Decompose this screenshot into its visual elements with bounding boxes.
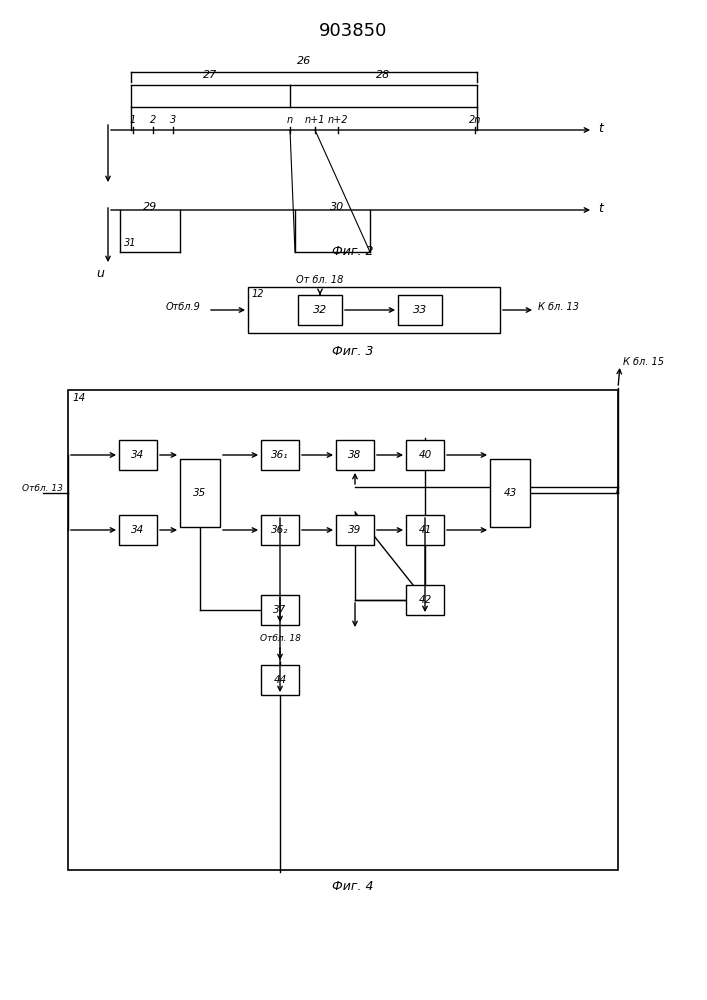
Text: t: t xyxy=(598,121,603,134)
Bar xyxy=(336,440,374,470)
Bar xyxy=(261,595,299,625)
Bar xyxy=(119,440,157,470)
Bar xyxy=(406,515,444,545)
Text: t: t xyxy=(598,202,603,215)
Text: 39: 39 xyxy=(349,525,361,535)
Text: От бл. 18: От бл. 18 xyxy=(296,275,344,285)
Text: 36₂: 36₂ xyxy=(271,525,288,535)
Text: 27: 27 xyxy=(204,70,218,80)
Text: 43: 43 xyxy=(503,488,517,497)
Text: n+1: n+1 xyxy=(305,115,325,125)
Text: 28: 28 xyxy=(376,70,391,80)
Text: 36₁: 36₁ xyxy=(271,450,288,460)
Text: Фиг. 2: Фиг. 2 xyxy=(332,245,374,258)
Text: 41: 41 xyxy=(419,525,432,535)
Text: 44: 44 xyxy=(274,675,286,685)
Text: 29: 29 xyxy=(143,202,157,212)
Bar xyxy=(68,390,618,870)
Text: 34: 34 xyxy=(132,525,145,535)
Bar xyxy=(336,515,374,545)
Text: 30: 30 xyxy=(330,202,344,212)
Bar xyxy=(490,458,530,526)
Text: К бл. 13: К бл. 13 xyxy=(538,302,579,312)
Text: 26: 26 xyxy=(297,56,311,66)
Text: 34: 34 xyxy=(132,450,145,460)
Text: 14: 14 xyxy=(73,393,86,403)
Text: 1: 1 xyxy=(130,115,136,125)
Text: 12: 12 xyxy=(252,289,264,299)
Bar xyxy=(406,440,444,470)
Text: 35: 35 xyxy=(194,488,206,497)
Text: 40: 40 xyxy=(419,450,432,460)
Text: 2: 2 xyxy=(150,115,156,125)
Text: n+2: n+2 xyxy=(328,115,349,125)
Text: u: u xyxy=(96,267,104,280)
Bar xyxy=(261,665,299,695)
Bar xyxy=(261,515,299,545)
Text: 33: 33 xyxy=(413,305,427,315)
Text: Отбл. 13: Отбл. 13 xyxy=(22,484,63,493)
Bar xyxy=(298,295,342,325)
Text: 38: 38 xyxy=(349,450,361,460)
Text: 2n: 2n xyxy=(469,115,481,125)
Text: Отбл.9: Отбл.9 xyxy=(165,302,200,312)
Text: Фиг. 4: Фиг. 4 xyxy=(332,880,374,893)
Text: 37: 37 xyxy=(274,605,286,615)
Text: 903850: 903850 xyxy=(319,22,387,40)
Text: n: n xyxy=(287,115,293,125)
Text: 42: 42 xyxy=(419,595,432,605)
Bar xyxy=(248,287,500,333)
Text: Фиг. 3: Фиг. 3 xyxy=(332,345,374,358)
Bar xyxy=(261,440,299,470)
Text: 3: 3 xyxy=(170,115,176,125)
Bar xyxy=(406,585,444,615)
Text: К бл. 15: К бл. 15 xyxy=(623,357,664,367)
Bar xyxy=(119,515,157,545)
Text: Отбл. 18: Отбл. 18 xyxy=(259,634,300,643)
Text: 32: 32 xyxy=(313,305,327,315)
Bar xyxy=(398,295,442,325)
Text: 31: 31 xyxy=(124,238,136,248)
Bar xyxy=(180,458,220,526)
